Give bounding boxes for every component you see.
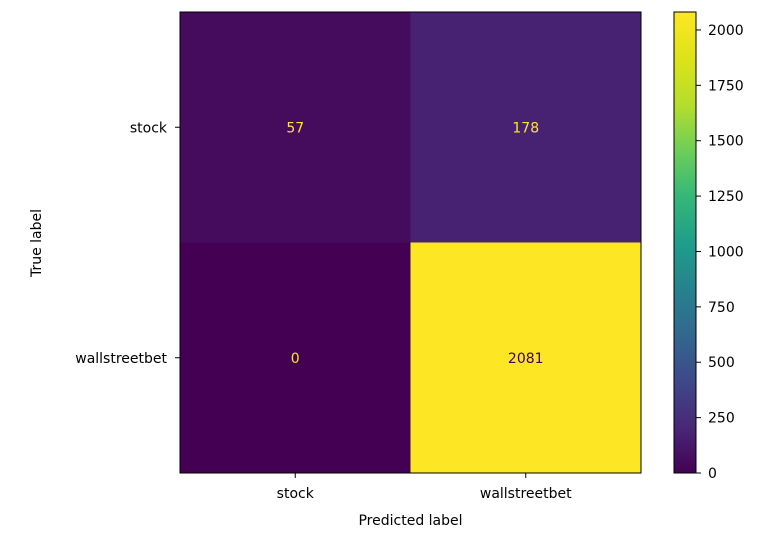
heatmap-cells [180,12,641,473]
heatmap-cell [180,242,411,473]
plot-frame [179,11,642,474]
colorbar-tick-label: 1500 [708,134,744,150]
colorbar-tick-label: 1750 [708,78,744,94]
colorbar-tick-label: 1250 [708,189,744,205]
colorbar [673,11,697,474]
heatmap-cell [410,12,641,243]
cell-value-label: 57 [286,120,304,136]
colorbar-tick-label: 0 [708,466,717,482]
x-axis-label: Predicted label [358,513,462,529]
colorbar-tick-label: 1000 [708,244,744,260]
y-axis-ticks: stock wallstreetbet [75,120,180,367]
heatmap-cell [180,12,411,243]
x-tick-label: stock [277,486,315,502]
x-tick-label: wallstreetbet [480,486,572,502]
colorbar-tick-label: 750 [708,300,735,316]
x-axis-ticks: stock wallstreetbet [277,473,572,502]
cell-value-label: 178 [512,120,539,136]
y-tick-label: stock [130,120,168,136]
colorbar-tick-label: 2000 [708,23,744,39]
cell-value-label: 2081 [508,351,544,367]
cell-value-labels: 57 178 0 2081 [286,120,543,367]
colorbar-ticks: 0 250 500 750 1000 1250 1500 1750 2000 [696,23,744,482]
cell-value-label: 0 [291,351,300,367]
y-tick-label: wallstreetbet [75,351,167,367]
heatmap-cell [410,242,641,473]
colorbar-tick-label: 250 [708,411,735,427]
colorbar-tick-label: 500 [708,355,735,371]
y-axis-label: True label [29,209,45,278]
